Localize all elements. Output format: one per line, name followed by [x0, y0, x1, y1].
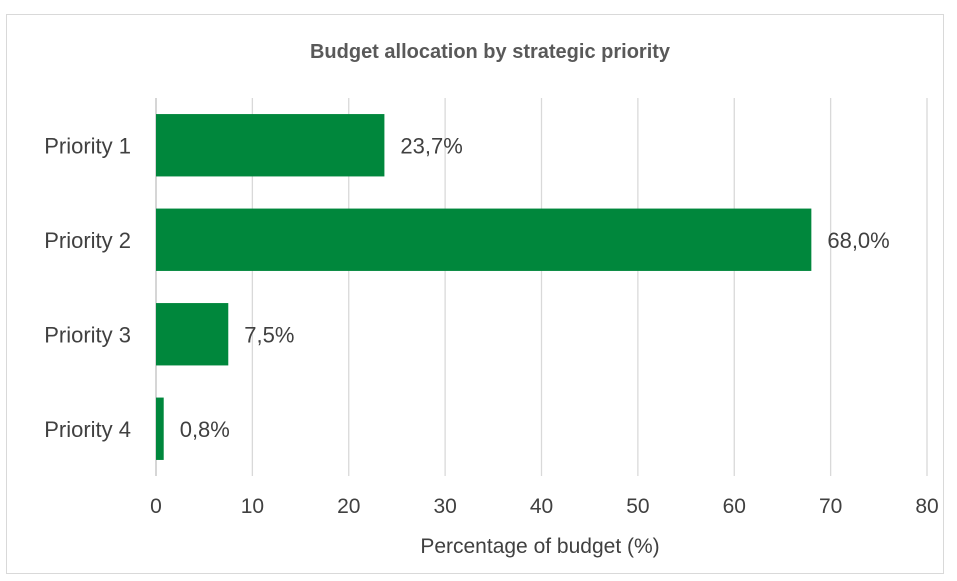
x-tick-labels: 0 10 20 30 40 50 60 70 80	[150, 495, 939, 518]
category-label: Priority 4	[44, 417, 131, 442]
category-label: Priority 3	[44, 322, 131, 347]
bars	[156, 114, 812, 460]
x-tick-label: 20	[337, 495, 360, 518]
x-tick-label: 60	[723, 495, 746, 518]
x-tick-label: 50	[626, 495, 649, 518]
x-tick-label: 30	[433, 495, 456, 518]
x-tick-label: 80	[915, 495, 938, 518]
x-tick-label: 0	[150, 495, 162, 518]
x-axis-title: Percentage of budget (%)	[420, 535, 659, 558]
bar	[156, 114, 385, 177]
data-label: 23,7%	[400, 133, 462, 158]
data-label: 7,5%	[244, 322, 294, 347]
bar	[156, 303, 229, 366]
x-tick-label: 70	[819, 495, 842, 518]
chart-frame	[6, 14, 944, 574]
x-tick-label: 40	[530, 495, 553, 518]
category-labels: Priority 1 Priority 2 Priority 3 Priority 4	[44, 133, 131, 442]
bar	[156, 208, 812, 271]
category-label: Priority 2	[44, 228, 131, 253]
data-labels: 23,7% 68,0% 7,5% 0,8%	[180, 133, 890, 442]
chart-title: Budget allocation by strategic priority	[310, 41, 671, 63]
bar	[156, 397, 164, 460]
category-label: Priority 1	[44, 133, 131, 158]
x-tick-label: 10	[241, 495, 264, 518]
data-label: 0,8%	[180, 417, 230, 442]
data-label: 68,0%	[827, 228, 889, 253]
